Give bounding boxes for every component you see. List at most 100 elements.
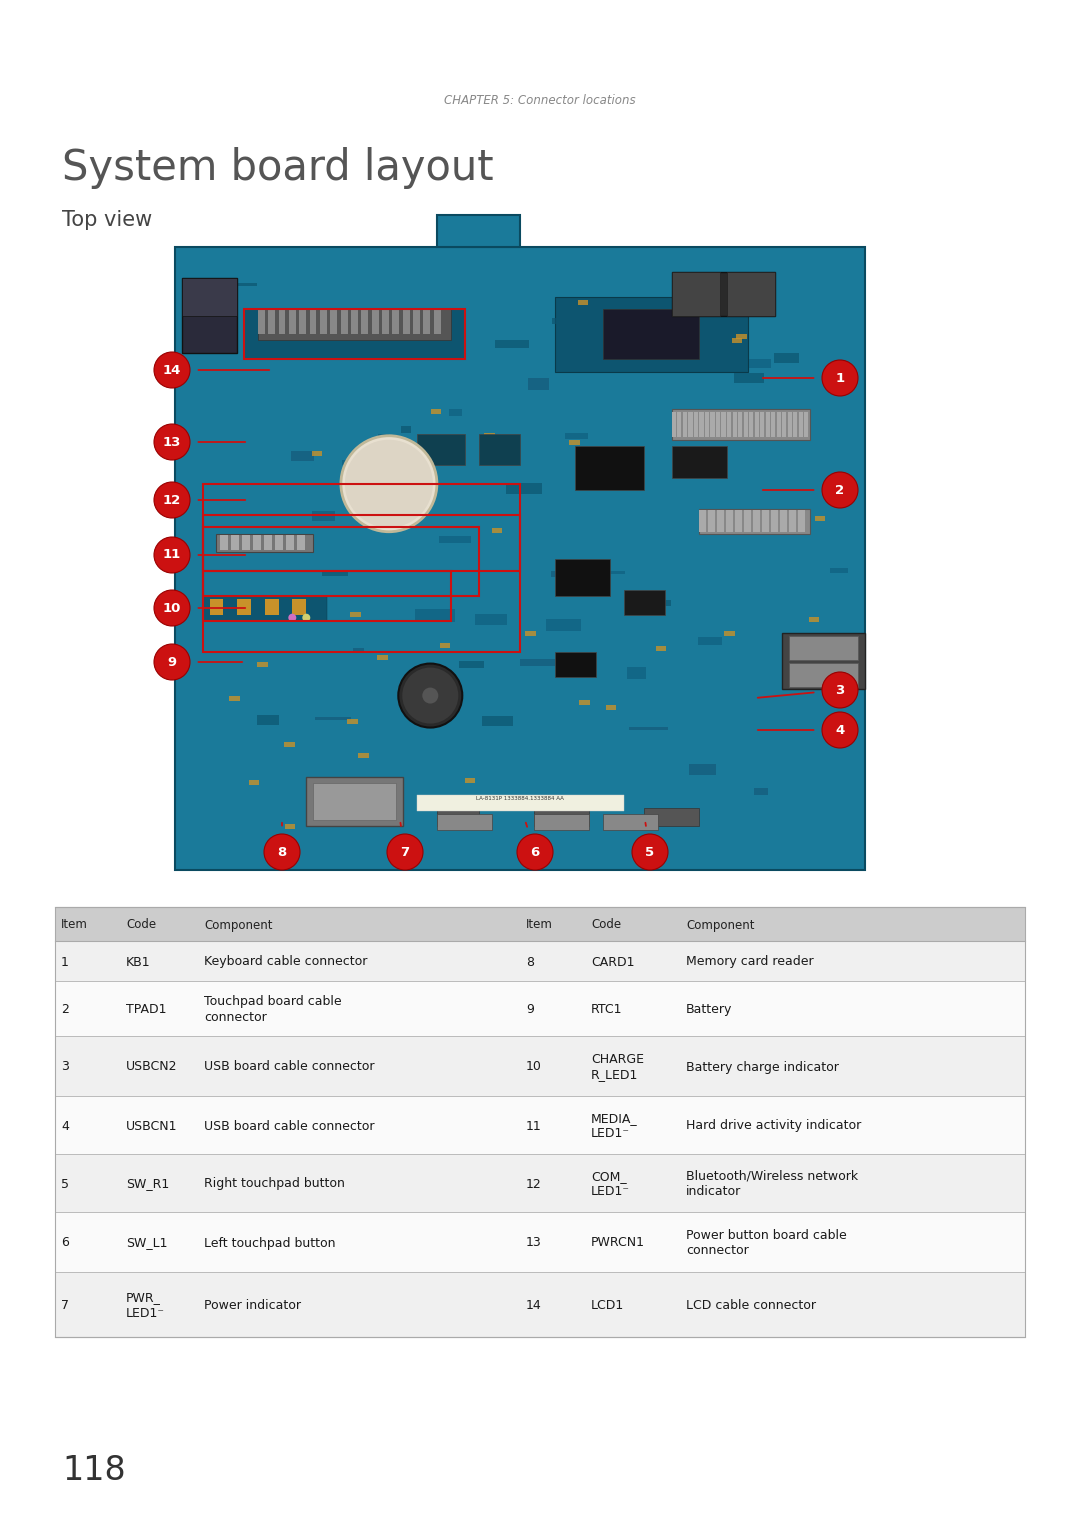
Bar <box>815 516 825 521</box>
Bar <box>401 426 410 432</box>
Bar <box>677 413 681 437</box>
Bar <box>623 590 665 614</box>
Bar <box>534 814 589 830</box>
Bar <box>55 1154 1025 1212</box>
Bar <box>688 413 692 437</box>
Bar <box>683 413 687 437</box>
Bar <box>629 727 667 730</box>
Bar <box>181 278 238 353</box>
Text: 4: 4 <box>835 723 845 736</box>
Bar <box>330 309 337 335</box>
Bar <box>787 413 792 437</box>
Bar <box>554 652 596 677</box>
Bar <box>569 440 580 445</box>
Bar <box>731 338 742 344</box>
Bar <box>725 631 734 636</box>
Text: 13: 13 <box>526 1236 542 1250</box>
Bar <box>264 535 272 550</box>
Text: LCD cable connector: LCD cable connector <box>686 1299 816 1313</box>
Circle shape <box>517 834 553 869</box>
Text: Touchpad board cable
connector: Touchpad board cable connector <box>204 995 341 1024</box>
Bar <box>55 941 1025 981</box>
Circle shape <box>822 712 858 749</box>
Bar <box>780 510 787 532</box>
Bar <box>734 373 765 384</box>
Circle shape <box>422 688 438 703</box>
Bar <box>693 413 698 437</box>
Bar <box>711 413 715 437</box>
Bar <box>483 717 513 726</box>
Bar <box>203 596 327 620</box>
Bar <box>275 535 283 550</box>
Bar <box>306 776 403 827</box>
Circle shape <box>302 614 310 622</box>
Bar <box>359 753 368 758</box>
Text: 11: 11 <box>163 549 181 561</box>
Bar <box>475 614 508 625</box>
Bar <box>603 309 700 359</box>
Bar <box>727 272 775 315</box>
Bar <box>798 510 805 532</box>
Bar <box>777 413 781 437</box>
Circle shape <box>154 423 190 460</box>
Text: 12: 12 <box>526 1178 542 1190</box>
Bar <box>423 309 430 335</box>
Bar <box>612 452 623 457</box>
Bar <box>312 451 323 455</box>
Text: Code: Code <box>591 918 621 932</box>
Bar <box>579 700 590 704</box>
Bar <box>700 509 810 533</box>
Bar <box>216 533 313 552</box>
Bar <box>231 535 239 550</box>
Bar <box>634 309 651 316</box>
Bar <box>313 782 395 821</box>
Bar <box>55 1271 1025 1337</box>
Circle shape <box>154 481 190 518</box>
Bar <box>672 272 720 315</box>
Text: 5: 5 <box>60 1178 69 1190</box>
Bar <box>265 599 279 614</box>
Text: PWR_
LED1⁻: PWR_ LED1⁻ <box>126 1291 165 1320</box>
Bar <box>771 413 775 437</box>
Text: KB1: KB1 <box>126 955 150 969</box>
Bar <box>55 1096 1025 1154</box>
Text: 6: 6 <box>60 1236 69 1250</box>
Bar <box>545 619 581 631</box>
Bar <box>727 510 733 532</box>
Bar <box>766 413 770 437</box>
Bar <box>809 617 820 622</box>
Text: 9: 9 <box>526 1002 534 1016</box>
Bar <box>672 446 727 478</box>
Bar <box>229 695 240 701</box>
Bar <box>279 309 285 335</box>
Bar <box>700 510 706 532</box>
Bar <box>297 535 306 550</box>
Circle shape <box>341 435 437 532</box>
Bar <box>672 410 810 440</box>
Text: PWRCN1: PWRCN1 <box>591 1236 645 1250</box>
Bar <box>732 413 737 437</box>
Bar <box>340 309 348 335</box>
Text: Left touchpad button: Left touchpad button <box>204 1236 336 1250</box>
Bar <box>799 413 802 437</box>
Bar <box>831 568 848 573</box>
Text: 7: 7 <box>401 845 409 859</box>
Bar <box>314 717 351 720</box>
Circle shape <box>822 472 858 507</box>
Bar <box>672 413 676 437</box>
Text: 2: 2 <box>836 483 845 497</box>
Bar <box>258 309 265 335</box>
Bar <box>434 309 441 335</box>
Bar <box>789 510 796 532</box>
Text: CHARGE
R_LED1: CHARGE R_LED1 <box>591 1053 644 1082</box>
Bar <box>210 599 224 614</box>
Bar <box>656 646 666 651</box>
Bar <box>700 413 703 437</box>
Bar <box>348 718 357 724</box>
Bar <box>554 296 747 371</box>
Bar <box>378 434 389 445</box>
Text: 1: 1 <box>836 371 845 385</box>
Text: 14: 14 <box>526 1299 542 1313</box>
Bar <box>702 471 719 478</box>
Bar <box>203 515 519 652</box>
